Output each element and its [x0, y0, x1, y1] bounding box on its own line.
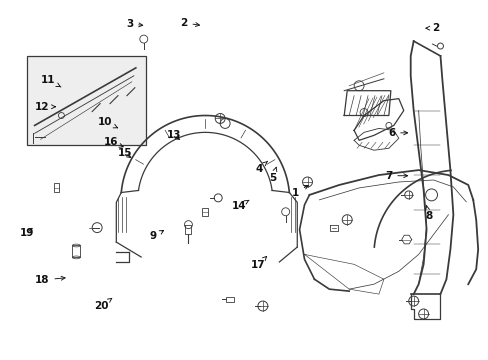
Text: 12: 12: [34, 102, 55, 112]
Text: 11: 11: [41, 75, 61, 87]
Text: 4: 4: [255, 161, 267, 174]
Text: 19: 19: [20, 228, 34, 238]
Bar: [202, 208, 208, 216]
Text: 9: 9: [149, 230, 163, 242]
Text: 5: 5: [268, 167, 276, 183]
Text: 14: 14: [231, 200, 248, 211]
Text: 17: 17: [250, 256, 266, 270]
Text: 2: 2: [180, 18, 199, 28]
Text: 20: 20: [94, 298, 112, 311]
Text: 3: 3: [125, 19, 142, 29]
Text: 8: 8: [425, 205, 431, 221]
Text: 15: 15: [117, 148, 132, 158]
Bar: [72, 246, 80, 257]
Bar: [225, 297, 234, 302]
Text: 1: 1: [291, 185, 307, 198]
Text: 16: 16: [104, 138, 123, 148]
Bar: [27, 56, 145, 145]
Text: 7: 7: [384, 171, 407, 181]
Bar: [54, 184, 59, 192]
Text: 13: 13: [166, 130, 181, 140]
Text: 10: 10: [97, 117, 117, 128]
Text: 18: 18: [35, 275, 65, 285]
Text: 6: 6: [387, 128, 407, 138]
Text: 2: 2: [425, 23, 439, 33]
